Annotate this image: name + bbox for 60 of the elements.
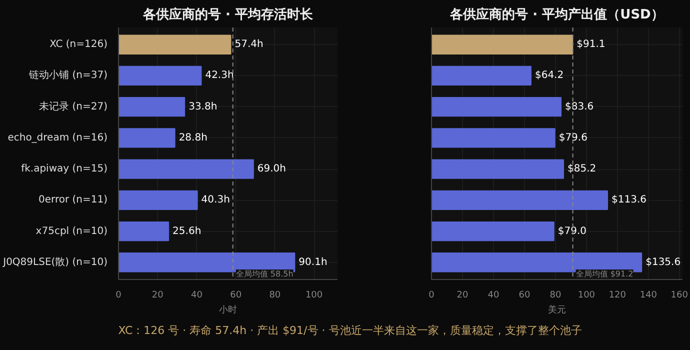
bar: [432, 190, 608, 210]
chart-title: 各供应商的号 · 平均产出值（USD）: [449, 6, 664, 22]
bar: [118, 159, 254, 179]
ref-line-label: 全局均值 $91.2: [576, 270, 634, 278]
data-label: $79.0: [558, 226, 587, 237]
bar: [118, 221, 170, 242]
x-tick-label: 160: [670, 290, 688, 300]
data-label: $79.6: [558, 132, 588, 144]
data-label: $83.6: [565, 101, 594, 112]
y-tick-label: 未记录 (n=27): [39, 100, 108, 112]
x-tick-label: 80: [550, 290, 562, 300]
y-tick-label: 0error (n=11): [38, 194, 108, 206]
y-tick-label: XC (n=126): [50, 39, 108, 50]
data-label: 57.4h: [234, 39, 264, 50]
bar: [432, 66, 532, 86]
x-axis-title: 小时: [219, 304, 237, 316]
chart-title: 各供应商的号 · 平均存活时长: [142, 6, 314, 22]
data-label: 42.3h: [205, 70, 234, 82]
x-tick-label: 120: [608, 290, 626, 300]
data-label: $85.2: [568, 164, 596, 175]
x-tick-label: 0: [428, 290, 435, 300]
x-tick-label: 40: [190, 290, 203, 300]
bar: [432, 159, 564, 179]
bar: [118, 128, 176, 148]
x-tick-label: 0: [116, 290, 122, 300]
x-tick-label: 40: [488, 290, 500, 300]
x-tick-label: 20: [456, 290, 468, 300]
x-axis-title: 美元: [548, 304, 566, 316]
bar: [432, 128, 556, 148]
data-label: 25.6h: [172, 226, 202, 237]
y-tick-label: J0Q89LSE(散) (n=10): [2, 256, 108, 268]
data-label: 40.3h: [201, 194, 230, 206]
data-label: $113.6: [612, 194, 647, 206]
text: XC：126 号 · 寿命 57.4h · 产出 $91/号 · 号池近一半来自这一家，质量稳定，支撑了整个池子: [118, 323, 582, 339]
x-tick-label: 100: [305, 290, 323, 300]
data-label: $135.6: [646, 256, 681, 268]
y-tick-label: echo_dream (n=16): [8, 132, 108, 144]
x-tick-label: 100: [578, 290, 596, 300]
data-label: $64.2: [534, 70, 564, 82]
y-tick-label: x75cpl (n=10): [36, 226, 108, 237]
x-tick-label: 80: [269, 290, 281, 300]
x-tick-label: 60: [230, 290, 242, 300]
data-label: 33.8h: [188, 101, 218, 112]
y-tick-label: 链动小铺 (n=37): [28, 69, 108, 82]
bar: [118, 97, 186, 117]
data-label: 90.1h: [298, 256, 328, 268]
bar: [432, 97, 562, 117]
data-label: 69.0h: [257, 164, 286, 175]
bar: [432, 34, 574, 54]
y-tick-label: fk.apiway (n=15): [21, 164, 108, 175]
x-tick-label: 60: [518, 290, 530, 300]
x-tick-label: 20: [152, 290, 164, 300]
data-label: $91.1: [576, 39, 606, 50]
bar: [118, 34, 232, 54]
x-tick-label: 140: [640, 290, 658, 300]
ref-line-label: 全局均值 58.5h: [236, 270, 294, 278]
bar: [118, 190, 198, 210]
bar: [118, 66, 202, 86]
bar: [432, 221, 554, 242]
data-label: 28.8h: [178, 132, 208, 144]
